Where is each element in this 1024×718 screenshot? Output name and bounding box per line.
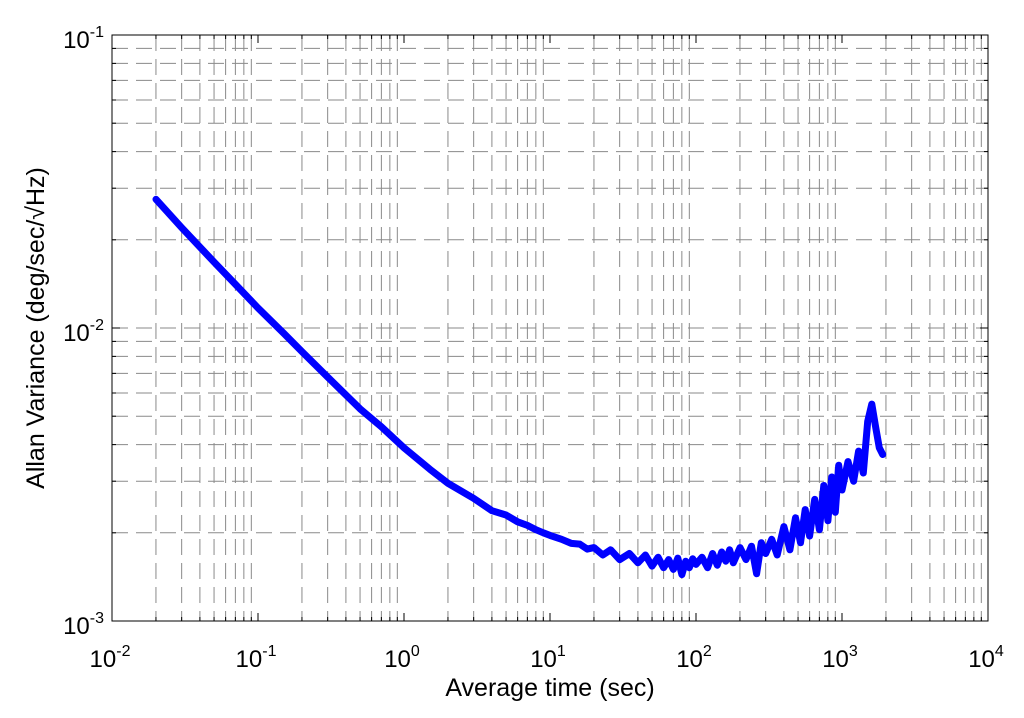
plot-frame xyxy=(111,34,989,622)
x-axis-title: Average time (sec) xyxy=(445,674,654,702)
y-axis-title: Allan Variance (deg/sec/√Hz) xyxy=(22,167,50,489)
x-tick-label: 100 xyxy=(384,643,420,673)
tick-marks xyxy=(111,35,988,622)
x-tick-label: 101 xyxy=(530,643,566,673)
x-tick-label: 102 xyxy=(676,643,712,673)
y-tick-label: 10-1 xyxy=(63,24,104,54)
y-tick-labels: 10-3 10-2 10-1 xyxy=(63,24,104,640)
x-tick-label: 10-2 xyxy=(90,643,131,673)
x-tick-label: 103 xyxy=(822,643,858,673)
x-tick-label: 104 xyxy=(968,643,1004,673)
x-tick-labels: 10-2 10-1 100 101 102 103 104 xyxy=(90,643,1004,673)
x-tick-label: 10-1 xyxy=(236,643,277,673)
series-line xyxy=(152,195,887,579)
y-tick-label: 10-3 xyxy=(63,610,104,640)
series-group xyxy=(152,195,887,579)
y-tick-label: 10-2 xyxy=(63,317,104,347)
